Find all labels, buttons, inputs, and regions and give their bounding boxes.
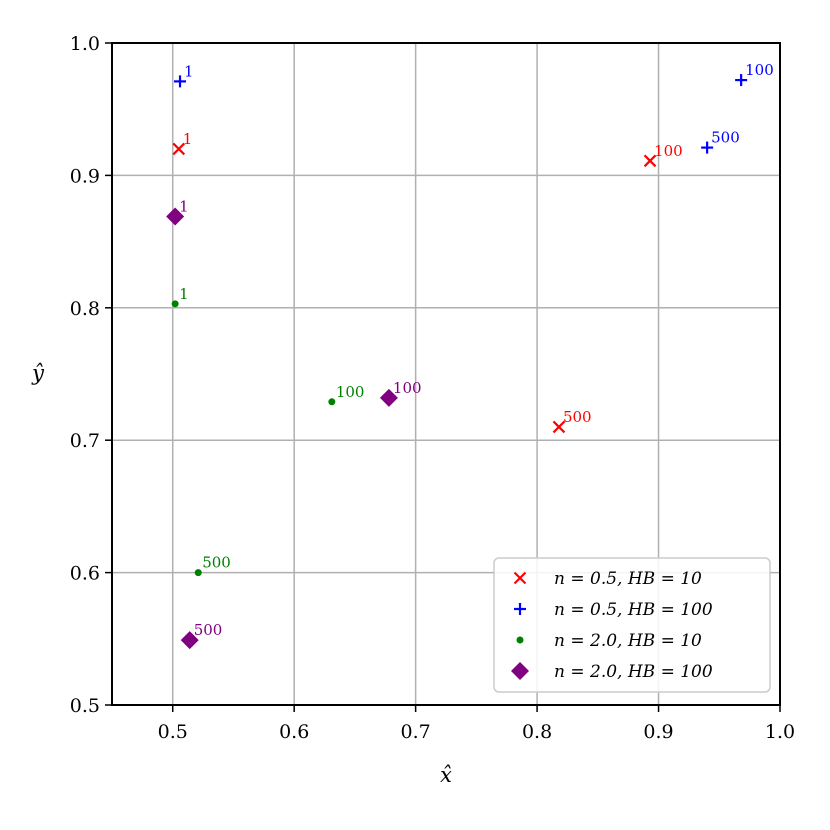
legend-entry: n = 0.5, HB = 10 [554,569,702,589]
data-label: 1 [184,62,194,80]
legend-box [493,557,771,693]
x-tick-label: 0.7 [401,721,431,743]
data-labels: 1 100 500 1 100 500 1 100 500 1 100 500 [179,61,774,639]
y-tick-label: 0.5 [70,695,100,717]
x-tick-label: 1.0 [765,721,795,743]
legend-entry: n = 2.0, HB = 10 [554,631,702,651]
x-axis-label: x̂ [440,763,452,787]
data-point [552,420,566,434]
data-label: 100 [336,383,365,401]
data-point [171,300,179,308]
y-tick-label: 0.8 [70,298,100,320]
legend-marker [513,571,527,585]
legend-marker [516,636,524,644]
data-point [379,388,398,407]
data-point [172,142,186,156]
data-point [166,207,185,226]
data-point [701,141,714,154]
data-point [194,569,202,577]
y-tick-label: 0.7 [70,430,100,452]
data-label: 500 [194,621,223,639]
data-label: 100 [745,61,774,79]
data-label: 100 [654,142,683,160]
y-tick-label: 1.0 [70,33,100,55]
data-label: 500 [711,129,740,147]
legend: n = 0.5, HB = 10 n = 0.5, HB = 100 n = 2.0… [493,557,771,693]
x-tick-label: 0.8 [522,721,552,743]
data-point [174,75,187,88]
data-point [643,154,657,168]
legend-marker [511,662,529,680]
data-label: 500 [202,554,231,572]
legend-marker [514,603,526,615]
data-label: 1 [179,197,189,215]
data-point [328,398,336,406]
y-tick-label: 0.6 [70,563,100,585]
data-label: 1 [183,130,193,148]
data-point [735,74,748,87]
data-point [180,631,199,650]
axis-ticks: 0.5 0.6 0.7 0.8 0.9 1.0 0.5 0.6 0.7 0.8 0.9 1.0 [70,33,795,743]
legend-entry: n = 0.5, HB = 100 [554,600,713,620]
legend-entry: n = 2.0, HB = 100 [554,662,713,682]
data-label: 500 [563,408,592,426]
y-axis-label: ŷ [31,361,45,385]
x-tick-label: 0.5 [158,721,188,743]
data-points [166,74,748,650]
x-tick-label: 0.9 [643,721,673,743]
x-tick-label: 0.6 [279,721,309,743]
data-label: 100 [393,379,422,397]
y-tick-label: 0.9 [70,165,100,187]
data-label: 1 [179,285,189,303]
plot-frame [111,42,781,706]
